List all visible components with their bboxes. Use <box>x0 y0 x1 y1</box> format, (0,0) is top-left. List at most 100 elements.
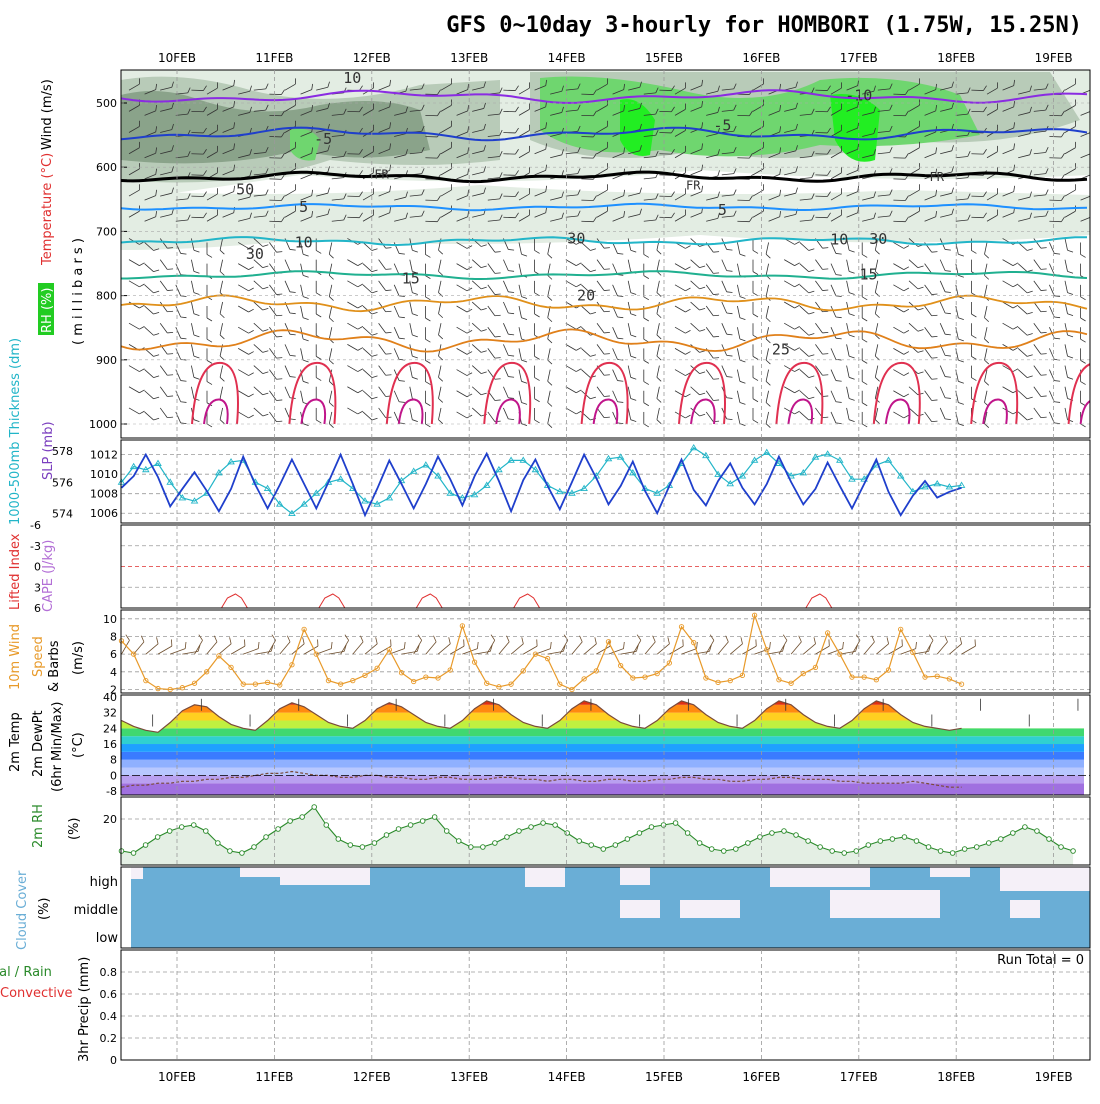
rh2m-point <box>155 835 160 840</box>
top-date-label: 10FEB <box>158 51 196 65</box>
rh2m-point <box>721 849 726 854</box>
top-date-label: 17FEB <box>840 51 878 65</box>
rh2m-point <box>1047 837 1052 842</box>
rh2m-point <box>782 829 787 834</box>
contour-label: 25 <box>772 341 790 359</box>
temp-band <box>121 768 1084 776</box>
top-date-label: 13FEB <box>450 51 488 65</box>
rh2m-point <box>288 819 293 824</box>
temp-tick-label: 0 <box>110 769 117 782</box>
temp-label-3: (6hr Min/Max) <box>50 702 65 792</box>
cloud-gap <box>280 867 370 885</box>
temp-tick-label: -8 <box>106 785 117 798</box>
rh2m-point <box>179 825 184 830</box>
bottom-date-label: 12FEB <box>353 1070 391 1084</box>
bottom-date-label: 11FEB <box>255 1070 293 1084</box>
chart-title: GFS 0~10day 3-hourly for HOMBORI (1.75W,… <box>446 13 1082 38</box>
rh2m-point <box>312 805 317 810</box>
contour-label: 5 <box>299 198 308 216</box>
rh2m-point <box>649 825 654 830</box>
rh2m-point <box>999 837 1004 842</box>
wind10m-tick-label: 6 <box>110 648 117 661</box>
rh2m-point <box>878 839 883 844</box>
rh2m-point <box>216 841 221 846</box>
temp-band <box>121 760 1084 768</box>
cloud-gap <box>680 900 740 918</box>
rh-shading <box>121 70 1090 438</box>
rh2m-point <box>240 851 245 856</box>
top-date-label: 14FEB <box>548 51 586 65</box>
rh2m-point <box>806 839 811 844</box>
rh2m-point <box>456 839 461 844</box>
contour-label: 30 <box>567 229 585 247</box>
rh2m-point <box>661 823 666 828</box>
rh2m-point <box>770 831 775 836</box>
slp-tick-label: 1006 <box>90 507 118 520</box>
rh2m-point <box>324 823 329 828</box>
rh2m-point <box>396 827 401 832</box>
top-date-label: 11FEB <box>255 51 293 65</box>
li-tick-label: 6 <box>34 602 41 615</box>
rh2m-point <box>408 823 413 828</box>
contour-label: FR <box>686 179 701 193</box>
wind10m-label-4: (m/s) <box>71 641 86 675</box>
bottom-date-label: 10FEB <box>158 1070 196 1084</box>
precip-tick-label: 0.8 <box>100 966 118 979</box>
contour-label: 15 <box>860 265 878 283</box>
cloud-gap <box>131 867 143 879</box>
rh2m-point <box>818 845 823 850</box>
temp-label-4: (°C) <box>71 732 86 758</box>
temp-tick-label: 40 <box>103 691 117 704</box>
rh2m-point <box>794 833 799 838</box>
rh2m-point <box>589 843 594 848</box>
wind-label: Wind (m/s) <box>40 79 55 150</box>
rh2m-point <box>830 849 835 854</box>
pressure-tick-label: 900 <box>96 354 117 367</box>
temp-band <box>121 736 1084 744</box>
rh2m-point <box>890 837 895 842</box>
wind10m-label-3: & Barbs <box>47 640 62 692</box>
temp-band <box>121 775 1084 783</box>
rh2m-point <box>697 841 702 846</box>
rh2m-label: 2m RH <box>31 804 46 848</box>
wind10m-tick-label: 4 <box>110 666 117 679</box>
cloud-level-label: low <box>96 931 119 946</box>
contour-label: FR <box>929 170 944 184</box>
rh2m-point <box>481 845 486 850</box>
top-date-label: 18FEB <box>937 51 975 65</box>
wind10m-label-1: 10m Wind <box>8 624 23 690</box>
rh2m-point <box>143 843 148 848</box>
rh2m-unit: (%) <box>67 818 82 841</box>
cloud-gap <box>930 867 970 877</box>
contour-label: FR <box>374 168 389 182</box>
slp-tick-label: 1010 <box>90 468 118 481</box>
wind10m-tick-label: 10 <box>103 613 117 626</box>
rh2m-point <box>264 835 269 840</box>
top-date-label: 12FEB <box>353 51 391 65</box>
temp-label-2: 2m DewPt <box>31 710 46 777</box>
contour-label: 10 <box>295 233 313 251</box>
cloud-gap <box>1000 867 1090 891</box>
contour-label: 30 <box>869 230 887 248</box>
cloud-cover-unit: (%) <box>37 898 52 921</box>
rh2m-point <box>914 839 919 844</box>
rh2m-point <box>734 847 739 852</box>
li-tick-label: 3 <box>34 581 41 594</box>
thickness-label: 1000-500mb Thickness (dm) <box>8 338 23 525</box>
rh2m-point <box>553 823 558 828</box>
rh2m-point <box>1071 849 1076 854</box>
top-date-label: 15FEB <box>645 51 683 65</box>
cloud-level-label: high <box>90 875 118 890</box>
rh2m-point <box>517 829 522 834</box>
bottom-date-label: 15FEB <box>645 1070 683 1084</box>
rh2m-point <box>1011 831 1016 836</box>
rh2m-point <box>854 849 859 854</box>
contour-label: 30 <box>246 245 264 263</box>
pressure-tick-label: 800 <box>96 290 117 303</box>
thickness-tick-label: 574 <box>52 508 73 521</box>
rh2m-point <box>1023 825 1028 830</box>
rh2m-point <box>625 837 630 842</box>
top-date-label: 19FEB <box>1035 51 1073 65</box>
rh2m-point <box>986 841 991 846</box>
